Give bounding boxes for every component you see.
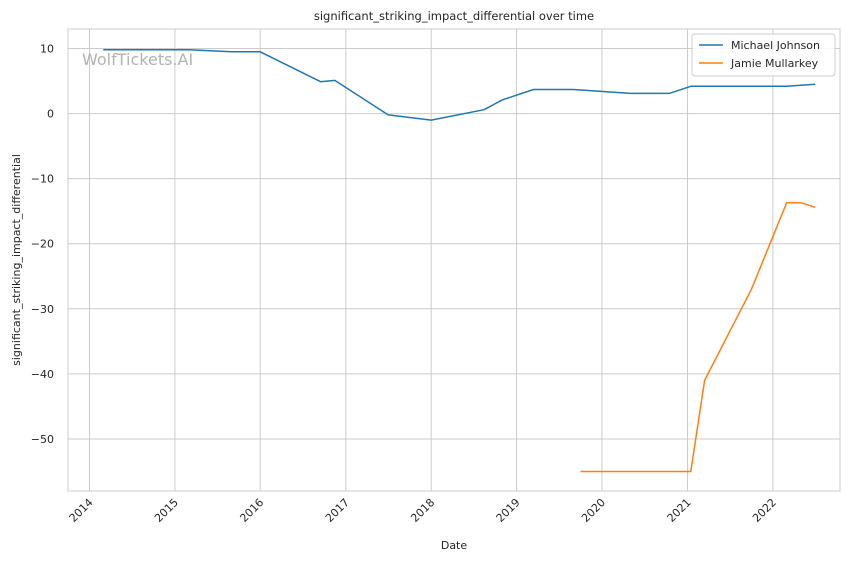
series-line xyxy=(103,49,816,121)
y-tick-labels: 10 0 −10 −20 −30 −40 −50 xyxy=(31,43,54,446)
y-tick-label: −40 xyxy=(31,368,54,381)
plot-frame xyxy=(67,28,841,492)
series-lines xyxy=(103,49,816,473)
legend: Michael Johnson Jamie Mullarkey xyxy=(691,33,836,77)
legend-box xyxy=(691,33,836,77)
y-tick-label: −20 xyxy=(31,238,54,251)
x-axis-title: Date xyxy=(441,539,468,552)
y-tick-label: −50 xyxy=(31,433,54,446)
legend-label: Jamie Mullarkey xyxy=(730,57,819,70)
series-line xyxy=(580,201,816,473)
legend-label: Michael Johnson xyxy=(731,39,820,52)
watermark: WolfTickets.AI xyxy=(82,50,193,69)
chart-title: significant_striking_impact_differential… xyxy=(314,9,594,23)
y-tick-label: −30 xyxy=(31,303,54,316)
y-tick-label: 10 xyxy=(40,43,54,56)
y-tick-label: −10 xyxy=(31,173,54,186)
y-tick-label: 0 xyxy=(47,108,54,121)
y-axis-title: significant_striking_impact_differential xyxy=(10,154,23,366)
